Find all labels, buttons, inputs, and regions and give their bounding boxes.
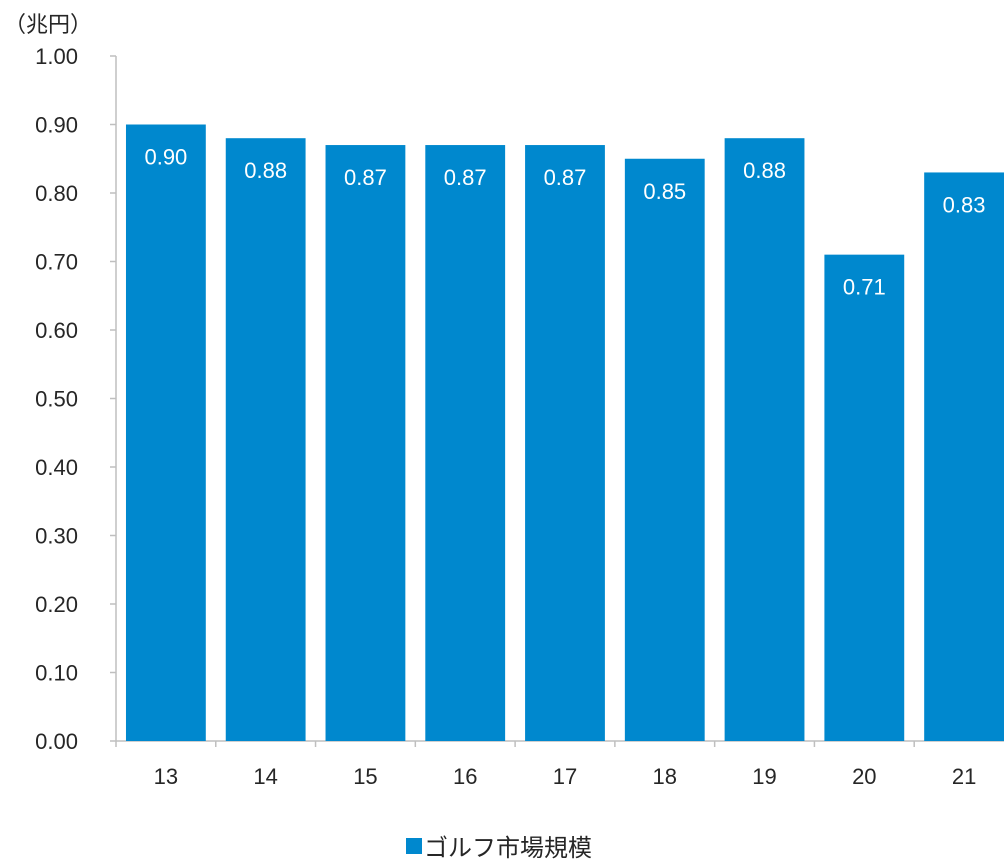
y-tick-label: 0.10 [35, 661, 78, 686]
data-label: 0.88 [743, 158, 786, 183]
y-tick-label: 0.20 [35, 592, 78, 617]
bar [325, 145, 406, 742]
bar [724, 138, 805, 741]
y-axis [110, 55, 117, 742]
data-label: 0.88 [244, 158, 287, 183]
x-tick-label: 17 [553, 764, 577, 789]
x-tick-labels: 13 14 15 16 17 18 19 20 21 [154, 764, 977, 789]
y-tick-labels: 0.00 0.10 0.20 0.30 0.40 0.50 0.60 0.70 0.80 0.90… [35, 44, 78, 754]
data-label: 0.83 [943, 192, 986, 217]
y-tick-label: 1.00 [35, 44, 78, 69]
y-tick-label: 0.60 [35, 318, 78, 343]
bar [125, 124, 206, 741]
y-tick-label: 0.40 [35, 455, 78, 480]
y-tick-label: 0.00 [35, 729, 78, 754]
bar [525, 145, 605, 742]
legend-label: ゴルフ市場規模 [424, 834, 592, 859]
bar [425, 145, 506, 742]
bar [924, 172, 1004, 741]
data-label: 0.87 [544, 165, 587, 190]
y-tick-label: 0.70 [35, 250, 78, 275]
legend-swatch [406, 838, 422, 854]
bar [225, 138, 306, 741]
data-label: 0.87 [444, 165, 487, 190]
bar-series [125, 124, 1004, 742]
y-tick-label: 0.30 [35, 524, 78, 549]
x-tick-label: 19 [752, 764, 776, 789]
data-labels: 0.90 0.88 0.87 0.87 0.87 0.85 0.88 0.71 0.83 [144, 145, 985, 300]
legend: ゴルフ市場規模 [406, 834, 592, 859]
x-tick-label: 21 [952, 764, 976, 789]
y-tick-label: 0.80 [35, 181, 78, 206]
bar [824, 254, 905, 741]
data-label: 0.87 [344, 165, 387, 190]
x-tick-label: 20 [852, 764, 876, 789]
x-axis [115, 740, 1004, 747]
data-label: 0.85 [643, 179, 686, 204]
x-tick-label: 18 [653, 764, 677, 789]
data-label: 0.71 [843, 275, 886, 300]
unit-label: （兆円） [4, 13, 92, 38]
x-tick-label: 15 [353, 764, 377, 789]
bar [624, 158, 705, 741]
x-tick-label: 16 [453, 764, 477, 789]
x-tick-label: 14 [253, 764, 277, 789]
y-tick-label: 0.90 [35, 113, 78, 138]
x-tick-label: 13 [154, 764, 178, 789]
y-tick-label: 0.50 [35, 387, 78, 412]
data-label: 0.90 [144, 145, 187, 170]
